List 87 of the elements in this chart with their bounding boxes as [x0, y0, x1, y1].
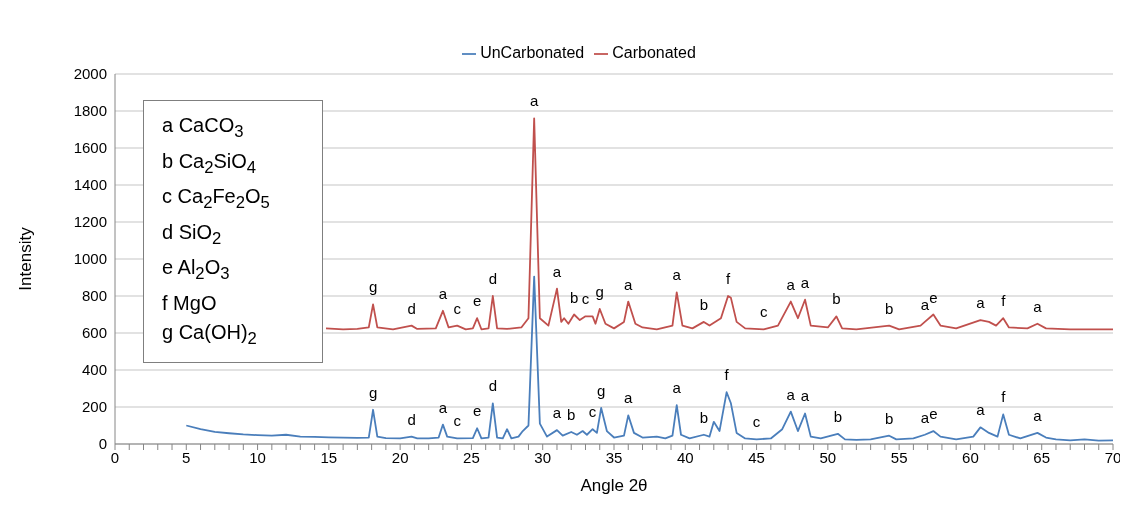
- annotation: b: [884, 299, 894, 317]
- x-tick-label: 65: [1033, 448, 1051, 466]
- annotation: a: [920, 408, 930, 426]
- annotation: a: [800, 273, 810, 291]
- line-series: [325, 117, 1113, 331]
- x-tick-label: 25: [463, 448, 480, 466]
- annotation: a: [1033, 406, 1043, 424]
- annotation: d SiO$_{2}$: [162, 220, 222, 248]
- x-tick-label: 30: [534, 448, 552, 466]
- annotation: c: [588, 403, 597, 421]
- annotation: c: [453, 299, 462, 317]
- annotation: e: [472, 292, 482, 310]
- annotation: c Ca$_{2}$Fe$_{2}$O$_{5}$: [162, 185, 270, 212]
- y-tick-label: 1000: [73, 250, 107, 268]
- annotation: c: [581, 290, 590, 308]
- annotation: b: [833, 407, 843, 425]
- annotation: e: [929, 288, 938, 306]
- y-tick-label: 800: [81, 287, 107, 305]
- annotation: a: [624, 275, 634, 293]
- annotation: g: [368, 278, 378, 296]
- annotation: d: [407, 410, 416, 428]
- x-tick-label: 45: [748, 448, 765, 466]
- annotation: a: [920, 295, 930, 313]
- annotation: f MgO: [162, 291, 217, 314]
- annotation: g Ca(OH)$_{2}$: [162, 321, 257, 348]
- annotation: c: [752, 413, 761, 431]
- annotation: a: [800, 387, 810, 405]
- annotation: a: [438, 398, 448, 416]
- y-tick-label: 1600: [73, 139, 107, 157]
- annotation: d: [488, 270, 497, 287]
- annotation: f: [1001, 388, 1007, 406]
- annotation: a: [1033, 297, 1043, 315]
- y-axis-title: Intensity: [16, 226, 36, 291]
- annotation: e: [472, 402, 482, 420]
- annotation: b: [569, 288, 579, 306]
- y-tick-label: 1400: [73, 176, 107, 194]
- annotation: b: [699, 408, 708, 426]
- y-tick-label: 2000: [73, 65, 107, 83]
- annotation: e: [929, 405, 938, 423]
- annotation: f: [725, 270, 731, 287]
- annotation: e Al$_{2}$O$_{3}$: [162, 256, 230, 283]
- x-tick-label: 55: [890, 448, 908, 466]
- annotation: a: [976, 401, 986, 419]
- annotation: g: [597, 381, 606, 399]
- annotation: a CaCO$_{3}$: [162, 114, 244, 141]
- annotation: a: [672, 266, 682, 284]
- annotation: a: [552, 404, 562, 422]
- annotation: a: [529, 92, 539, 110]
- legend-label: Carbonated: [612, 44, 696, 61]
- annotation: c: [759, 303, 768, 321]
- annotation: a: [786, 385, 796, 403]
- annotation: a: [672, 379, 682, 397]
- legend-label: UnCarbonated: [480, 44, 585, 61]
- annotation: b: [884, 409, 894, 427]
- x-tick-label: 10: [249, 448, 266, 466]
- annotation: a: [786, 275, 796, 293]
- x-tick-label: 40: [676, 448, 694, 466]
- annotation: b: [567, 405, 576, 423]
- annotation: b Ca$_{2}$SiO$_{4}$: [162, 149, 257, 177]
- x-tick-label: 20: [391, 448, 409, 466]
- x-tick-label: 70: [1104, 448, 1122, 466]
- y-tick-label: 200: [81, 398, 107, 416]
- x-tick-label: 35: [605, 448, 623, 466]
- y-tick-label: 600: [81, 324, 107, 342]
- annotation: d: [407, 299, 416, 317]
- x-tick-label: 5: [182, 448, 191, 466]
- annotation: b: [699, 295, 708, 313]
- y-tick-label: 400: [81, 361, 107, 379]
- annotation: g: [368, 383, 378, 401]
- x-tick-label: 50: [819, 448, 837, 466]
- annotation: b: [832, 290, 841, 308]
- annotation: a: [624, 389, 634, 407]
- x-tick-label: 60: [962, 448, 979, 466]
- annotation: f: [1001, 292, 1007, 310]
- y-tick-label: 0: [98, 435, 107, 453]
- annotation: d: [488, 377, 497, 395]
- y-tick-label: 1800: [73, 102, 107, 120]
- annotation: a: [552, 262, 562, 280]
- annotation: a: [438, 284, 448, 302]
- x-tick-label: 15: [320, 448, 338, 466]
- annotation: a: [976, 294, 986, 312]
- annotation: f: [724, 366, 730, 384]
- y-tick-label: 1200: [73, 213, 107, 231]
- annotation: c: [453, 412, 462, 430]
- x-axis-title: Angle 2θ: [580, 476, 648, 495]
- x-tick-label: 0: [110, 448, 120, 466]
- annotation: g: [595, 282, 604, 300]
